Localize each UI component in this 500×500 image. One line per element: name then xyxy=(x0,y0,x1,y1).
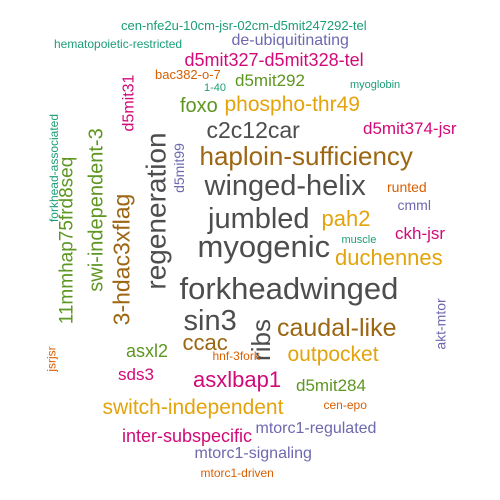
word-hematopoietic-restricted: hematopoietic-restricted xyxy=(54,37,183,51)
word-ccac: ccac xyxy=(182,330,228,355)
word-muscle: muscle xyxy=(341,233,377,246)
word-swi-indep: swi-indep­endent-3 xyxy=(85,128,108,292)
word-cen-epo: cen-epo xyxy=(323,398,367,412)
word-mtorc1-signaling: mtorc1-signaling xyxy=(194,445,312,462)
word-akt-mtor: akt-mtor xyxy=(432,298,449,350)
word-cen-nfe2u: cen-nfe2u-10cm-jsr-02cm-d5mit247292-tel xyxy=(121,17,367,33)
word-forkhead-associated: forkhead-associated xyxy=(47,113,62,223)
word-winged-helix: winged-helix xyxy=(204,169,366,202)
word-outpocket: outpocket xyxy=(287,342,379,366)
word-forkheadwinged: forkheadwinged xyxy=(179,270,399,306)
word-duchennes: duchennes xyxy=(335,245,443,270)
word-bac382-o-7: bac382-o-7 xyxy=(155,66,221,82)
word-ckh-jsr: ckh-jsr xyxy=(395,223,446,243)
word-c2c12car: c2c12car xyxy=(206,116,300,143)
word-cmml: cmml xyxy=(397,197,431,213)
word-3-hdac3xflag: 3-hdac3xflag xyxy=(108,193,135,325)
word-d5mit292: d5mit292 xyxy=(235,70,305,90)
word-myoglobin: myoglobin xyxy=(350,78,401,91)
word-d5mit99: d5mit99 xyxy=(170,143,187,193)
word-jsrjsr: jsrjsr xyxy=(44,346,59,372)
word-d5mit374-jsr: d5mit374-jsr xyxy=(363,118,457,138)
word-sin3: sin3 xyxy=(183,304,237,337)
word-foxo: foxo xyxy=(180,95,218,117)
word-jumbled: jumbled xyxy=(208,202,310,235)
word-regeneration: regeneration xyxy=(140,132,172,290)
word-haploin-sufficiency: haploin-sufficiency xyxy=(199,141,413,171)
word-d5mit31: d5mit31 xyxy=(119,74,137,132)
word-switch-independent: switch-independent xyxy=(102,395,284,419)
word-inter-subspecific: inter-subspecific xyxy=(122,426,253,446)
word-asxl2: asxl2 xyxy=(126,341,169,361)
word-sds3: sds3 xyxy=(118,364,154,384)
word-d5mit284: d5mit284 xyxy=(296,375,366,395)
word-caudal-like: caudal-like xyxy=(277,313,397,342)
word-de-ubiquitinating: de-ubiquitinating xyxy=(231,32,349,49)
word-asxlbap1: asxlbap1 xyxy=(193,367,282,392)
word-phospho-thr49: phospho-thr49 xyxy=(224,92,360,116)
word-myogenic: myogenic xyxy=(197,228,331,264)
word-d5mit327-d5mit328-tel: d5mit327-d5mit328-tel xyxy=(184,50,364,70)
word-runted: runted xyxy=(387,179,427,195)
word-mtorc1-regulated: mtorc1-regulated xyxy=(255,420,377,437)
word-1-40: 1-40 xyxy=(204,81,227,94)
word-mtorc1-driven: mtorc1-driven xyxy=(200,466,274,480)
word-pah2: pah2 xyxy=(321,206,371,231)
word-hnf-3fork: hnf-3fork xyxy=(212,349,260,363)
